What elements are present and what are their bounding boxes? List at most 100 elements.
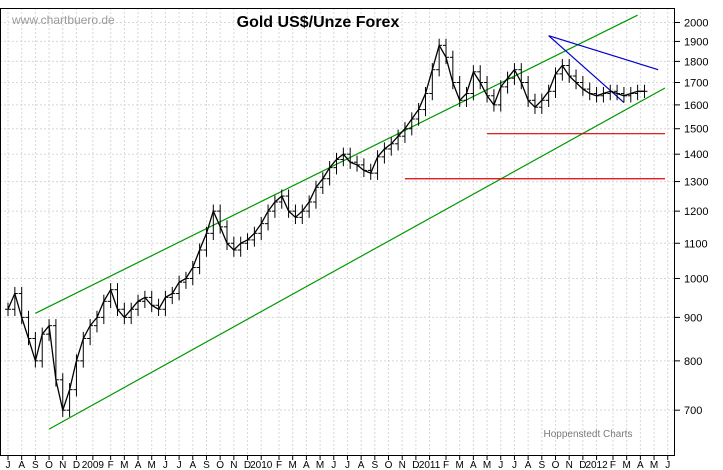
- x-tick-month-label: N: [230, 460, 237, 470]
- ohlc-bar: [436, 38, 443, 77]
- x-tick-year-label: 2009: [82, 460, 105, 470]
- y-tick-label: 2000: [684, 17, 708, 29]
- ohlc-bar: [641, 84, 648, 99]
- plot-frame: [0, 8, 675, 456]
- x-tick-month-label: N: [399, 460, 406, 470]
- x-tick-month-label: F: [276, 460, 282, 470]
- ohlc-bar: [552, 67, 559, 99]
- ohlc-bar: [121, 302, 128, 325]
- x-tick-month-label: A: [358, 460, 365, 470]
- ohlc-bar: [176, 275, 183, 301]
- x-tick-month-label: M: [483, 460, 491, 470]
- x-tick-month-label: S: [203, 460, 210, 470]
- ohlc-bar: [59, 373, 66, 417]
- x-tick-year-label: 2012: [585, 460, 608, 470]
- ohlc-bar: [244, 233, 251, 250]
- ohlc-bar: [162, 290, 169, 316]
- ohlc-bar: [401, 122, 408, 143]
- x-tick-month-label: A: [637, 460, 644, 470]
- x-tick-month-label: M: [289, 460, 297, 470]
- ohlc-bar: [614, 84, 621, 101]
- ohlc-bar: [388, 137, 395, 156]
- y-tick-label: 900: [684, 312, 702, 324]
- ohlc-bar: [292, 204, 299, 225]
- ohlc-bar: [463, 86, 470, 108]
- y-tick-label: 1800: [684, 56, 708, 68]
- ohlc-bar: [518, 63, 525, 90]
- x-tick-month-label: M: [316, 460, 324, 470]
- ohlc-bar: [586, 82, 593, 101]
- ohlc-bar: [25, 310, 32, 346]
- ohlc-bar: [443, 38, 449, 65]
- ohlc-bar: [271, 195, 278, 218]
- y-tick-label: 1900: [684, 36, 708, 48]
- ohlc-bar: [100, 294, 107, 325]
- ohlc-bar: [224, 220, 230, 250]
- ohlc-bar: [306, 195, 313, 218]
- ohlc-bar: [531, 93, 538, 114]
- x-tick-month-label: M: [456, 460, 464, 470]
- x-tick-month-label: F: [108, 460, 114, 470]
- price-series: [5, 38, 648, 417]
- ohlc-bar: [285, 189, 292, 218]
- x-tick-month-label: O: [45, 460, 53, 470]
- x-tick-month-label: J: [665, 460, 670, 470]
- ohlc-bar: [573, 69, 580, 90]
- x-tick-month-label: S: [32, 460, 39, 470]
- x-tick-month-label: A: [303, 460, 310, 470]
- ohlc-bar: [128, 302, 135, 325]
- ohlc-bar: [408, 112, 415, 136]
- ohlc-bar: [169, 286, 176, 305]
- x-tick-month-label: J: [163, 460, 168, 470]
- x-tick-year-label: 2010: [250, 460, 273, 470]
- x-tick-month-label: A: [18, 460, 25, 470]
- ohlc-bar: [87, 319, 94, 346]
- ohlc-bar: [210, 204, 217, 241]
- ohlc-bar: [395, 129, 402, 151]
- ohlc-bar: [525, 75, 532, 108]
- x-tick-month-label: D: [244, 460, 251, 470]
- x-tick-month-label: A: [189, 460, 196, 470]
- ohlc-bar: [135, 294, 142, 316]
- ohlc-bar: [607, 84, 614, 101]
- lower-channel-line: [48, 87, 666, 430]
- y-tick-label: 1400: [684, 149, 708, 161]
- ohlc-bar: [559, 58, 566, 81]
- ohlc-bar: [490, 89, 497, 112]
- ohlc-bar: [545, 84, 552, 108]
- ohlc-bar: [360, 158, 367, 178]
- ohlc-bar: [319, 172, 326, 195]
- ohlc-bar: [148, 290, 155, 312]
- ohlc-bar: [347, 147, 354, 169]
- y-axis: 700 800 900 1000 1100 1200 1300 1400 1500 1600 170…: [675, 17, 708, 417]
- x-tick-month-label: N: [59, 460, 66, 470]
- x-tick-month-label: N: [566, 460, 573, 470]
- x-tick-month-label: J: [177, 460, 182, 470]
- x-tick-year-label: 2011: [419, 460, 441, 470]
- x-tick-month-label: M: [120, 460, 128, 470]
- x-tick-month-label: M: [623, 460, 631, 470]
- ohlc-bar: [66, 383, 73, 417]
- ohlc-bar: [415, 102, 422, 126]
- ohlc-bar: [600, 86, 607, 103]
- y-tick-label: 800: [684, 356, 702, 368]
- ohlc-bar: [634, 84, 641, 101]
- watermark: www.chartbuero.de: [11, 13, 115, 27]
- x-tick-month-label: S: [538, 460, 545, 470]
- x-tick-month-label: J: [512, 460, 517, 470]
- y-tick-label: 1100: [684, 238, 708, 250]
- ohlc-bar: [230, 236, 237, 257]
- ohlc-bar: [141, 290, 148, 309]
- x-tick-month-label: D: [73, 460, 80, 470]
- ohlc-bar: [189, 260, 196, 286]
- x-tick-month-label: O: [552, 460, 560, 470]
- x-tick-month-label: D: [579, 460, 586, 470]
- ohlc-bar: [182, 271, 189, 289]
- ohlc-bar: [251, 226, 258, 247]
- x-tick-month-label: S: [371, 460, 378, 470]
- ohlc-bar: [5, 302, 11, 316]
